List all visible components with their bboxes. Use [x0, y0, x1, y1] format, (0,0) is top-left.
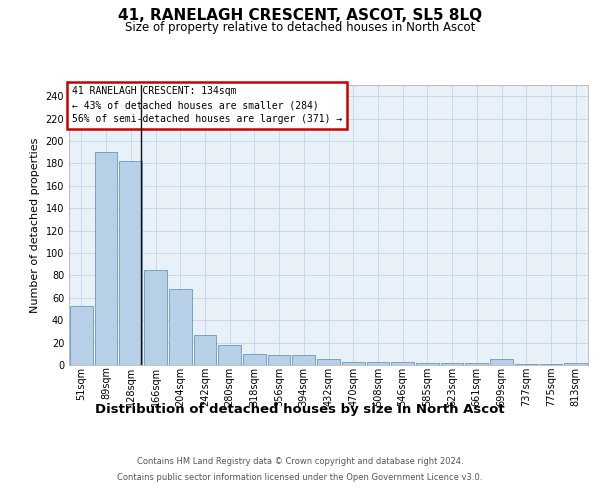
Bar	[416, 363, 439, 365]
Bar	[144, 270, 167, 365]
Bar	[70, 306, 93, 365]
Bar	[317, 360, 340, 365]
Text: Contains HM Land Registry data © Crown copyright and database right 2024.: Contains HM Land Registry data © Crown c…	[137, 458, 463, 466]
Text: Distribution of detached houses by size in North Ascot: Distribution of detached houses by size …	[95, 402, 505, 415]
Bar	[367, 362, 389, 365]
Bar	[243, 354, 266, 365]
Bar	[218, 345, 241, 365]
Bar	[194, 335, 216, 365]
Bar	[539, 364, 562, 365]
Text: Contains public sector information licensed under the Open Government Licence v3: Contains public sector information licen…	[118, 472, 482, 482]
Text: 41, RANELAGH CRESCENT, ASCOT, SL5 8LQ: 41, RANELAGH CRESCENT, ASCOT, SL5 8LQ	[118, 8, 482, 22]
Bar	[441, 363, 463, 365]
Bar	[119, 161, 142, 365]
Y-axis label: Number of detached properties: Number of detached properties	[30, 138, 40, 312]
Bar	[169, 289, 191, 365]
Bar	[391, 362, 414, 365]
Bar	[95, 152, 118, 365]
Bar	[490, 360, 513, 365]
Bar	[292, 355, 315, 365]
Text: Size of property relative to detached houses in North Ascot: Size of property relative to detached ho…	[125, 21, 475, 34]
Bar	[466, 363, 488, 365]
Bar	[564, 363, 587, 365]
Text: 41 RANELAGH CRESCENT: 134sqm
← 43% of detached houses are smaller (284)
56% of s: 41 RANELAGH CRESCENT: 134sqm ← 43% of de…	[71, 86, 342, 124]
Bar	[268, 355, 290, 365]
Bar	[342, 362, 365, 365]
Bar	[515, 364, 538, 365]
